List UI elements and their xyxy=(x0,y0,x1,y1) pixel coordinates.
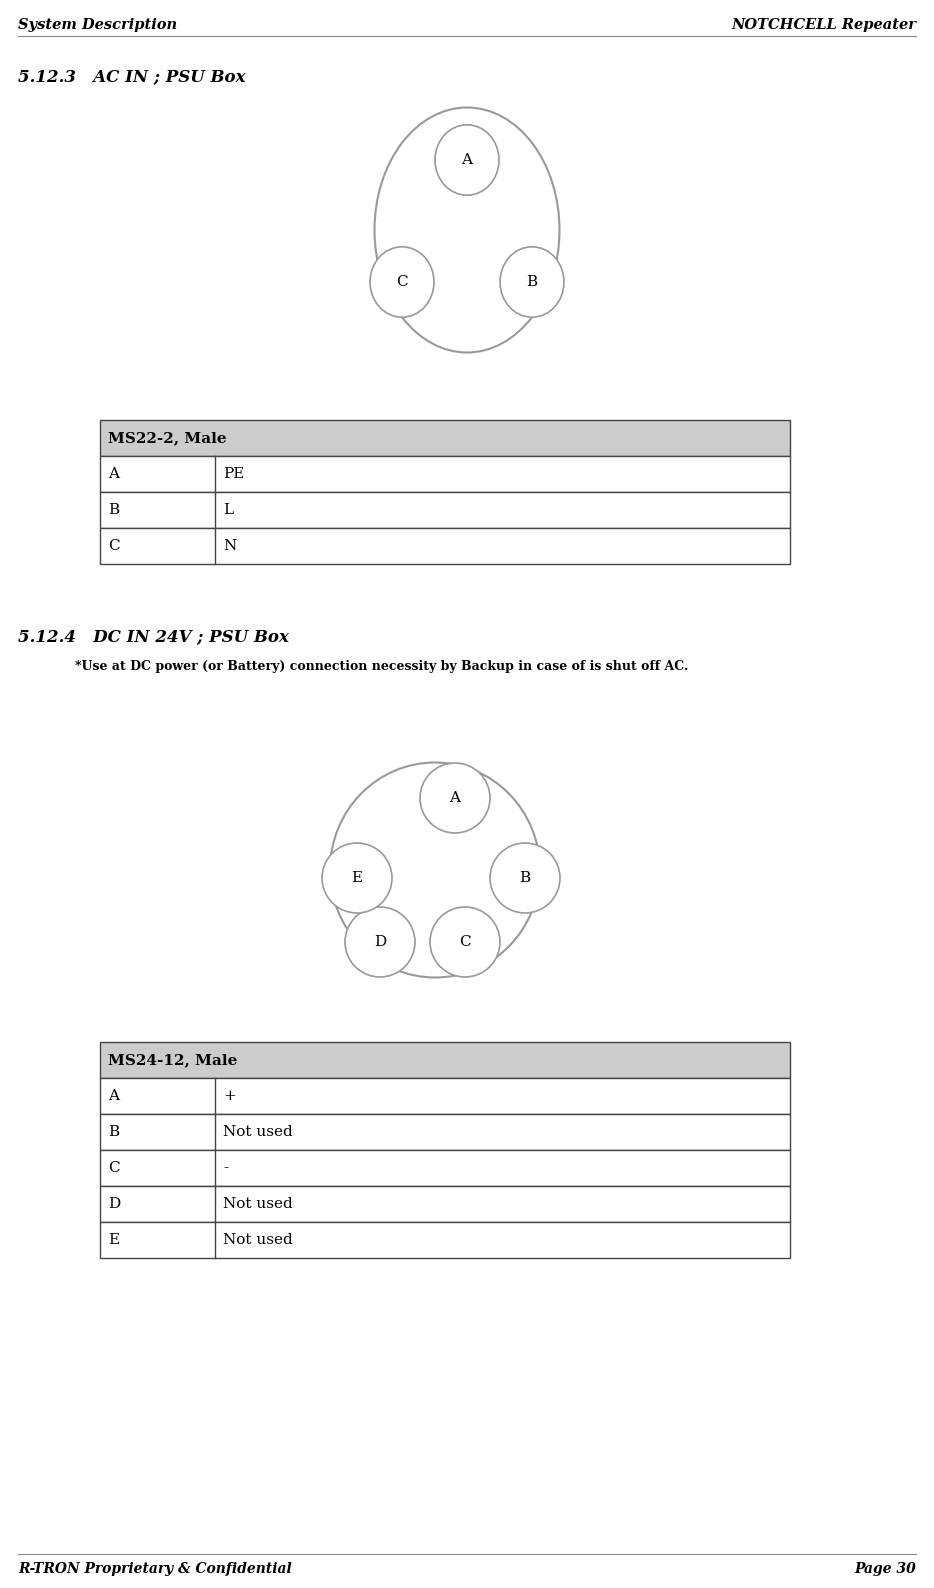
Text: N: N xyxy=(223,538,236,553)
Ellipse shape xyxy=(375,108,559,353)
Text: L: L xyxy=(223,503,234,518)
Text: Not used: Not used xyxy=(223,1232,292,1247)
Text: C: C xyxy=(396,275,408,289)
Text: A: A xyxy=(461,152,473,167)
FancyBboxPatch shape xyxy=(100,456,790,492)
Text: E: E xyxy=(351,870,362,885)
Text: A: A xyxy=(449,791,460,805)
Text: Not used: Not used xyxy=(223,1197,292,1212)
FancyBboxPatch shape xyxy=(100,1150,790,1186)
Text: A: A xyxy=(108,1089,119,1104)
Text: -: - xyxy=(223,1161,228,1175)
FancyBboxPatch shape xyxy=(100,419,790,456)
Text: D: D xyxy=(374,935,386,950)
Circle shape xyxy=(490,843,560,913)
Circle shape xyxy=(430,907,500,977)
Text: 5.12.3   AC IN ; PSU Box: 5.12.3 AC IN ; PSU Box xyxy=(18,68,246,86)
Text: C: C xyxy=(460,935,471,950)
FancyBboxPatch shape xyxy=(100,1186,790,1223)
Text: D: D xyxy=(108,1197,120,1212)
Text: B: B xyxy=(108,1124,120,1139)
Ellipse shape xyxy=(500,246,564,318)
Circle shape xyxy=(322,843,392,913)
Text: B: B xyxy=(527,275,538,289)
Text: +: + xyxy=(223,1089,235,1104)
FancyBboxPatch shape xyxy=(100,527,790,564)
FancyBboxPatch shape xyxy=(100,1223,790,1258)
FancyBboxPatch shape xyxy=(100,1042,790,1078)
Text: R-TRON Proprietary & Confidential: R-TRON Proprietary & Confidential xyxy=(18,1563,291,1575)
Text: C: C xyxy=(108,538,120,553)
FancyBboxPatch shape xyxy=(100,492,790,527)
Circle shape xyxy=(345,907,415,977)
Text: MS24-12, Male: MS24-12, Male xyxy=(108,1053,237,1067)
Text: 5.12.4   DC IN 24V ; PSU Box: 5.12.4 DC IN 24V ; PSU Box xyxy=(18,627,289,645)
FancyBboxPatch shape xyxy=(100,1115,790,1150)
Text: E: E xyxy=(108,1232,120,1247)
Text: Page 30: Page 30 xyxy=(855,1563,916,1575)
Ellipse shape xyxy=(370,246,434,318)
Text: PE: PE xyxy=(223,467,245,481)
Text: NOTCHCELL Repeater: NOTCHCELL Repeater xyxy=(731,17,916,32)
Text: A: A xyxy=(108,467,119,481)
Text: B: B xyxy=(108,503,120,518)
Text: MS22-2, Male: MS22-2, Male xyxy=(108,430,227,445)
Circle shape xyxy=(420,762,490,834)
Ellipse shape xyxy=(330,762,540,978)
Text: Not used: Not used xyxy=(223,1124,292,1139)
Text: B: B xyxy=(519,870,531,885)
Text: *Use at DC power (or Battery) connection necessity by Backup in case of is shut : *Use at DC power (or Battery) connection… xyxy=(75,661,688,673)
FancyBboxPatch shape xyxy=(100,1078,790,1115)
Text: System Description: System Description xyxy=(18,17,177,32)
Ellipse shape xyxy=(435,125,499,195)
Text: C: C xyxy=(108,1161,120,1175)
